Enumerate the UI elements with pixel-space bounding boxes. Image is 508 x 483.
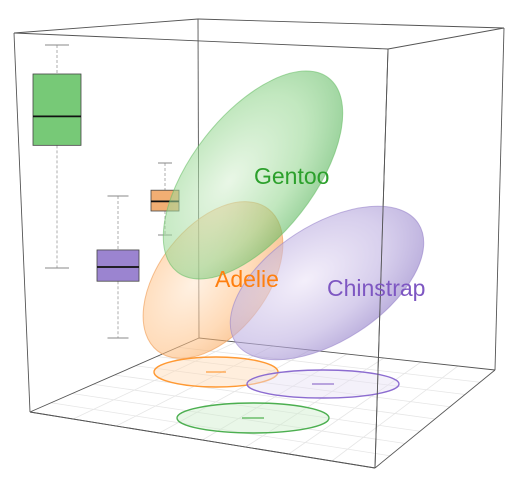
floor-grid-line — [288, 361, 422, 455]
floor-grid-line — [114, 374, 436, 420]
floor-grid-line — [156, 356, 466, 395]
box-edge — [494, 27, 505, 371]
chinstrap-ellipsoid — [229, 205, 425, 361]
box-edge — [13, 32, 31, 413]
floor-grid-line — [331, 365, 459, 462]
chinstrap-box — [96, 249, 140, 282]
bounding-box-front — [29, 48, 389, 469]
floor-grid-line — [135, 365, 451, 408]
box-edge — [29, 411, 376, 469]
adelie-label: Adelie — [215, 266, 279, 292]
box-edge — [13, 32, 389, 50]
gentoo-label: Gentoo — [254, 163, 329, 189]
gentoo-box — [32, 73, 82, 146]
chinstrap-label: Chinstrap — [327, 275, 425, 301]
series-labels: Gentoo Adelie Chinstrap — [215, 163, 425, 301]
box-edge — [374, 369, 496, 469]
box-edge — [13, 18, 199, 34]
box-edge — [387, 27, 505, 50]
floor-grid — [51, 341, 481, 462]
box-edge — [197, 18, 505, 29]
box-edge — [374, 48, 389, 469]
floor-projections — [153, 356, 400, 434]
gentoo-ellipsoid — [162, 70, 344, 280]
ellipsoids — [142, 70, 425, 361]
floor-grid-line — [177, 346, 481, 383]
